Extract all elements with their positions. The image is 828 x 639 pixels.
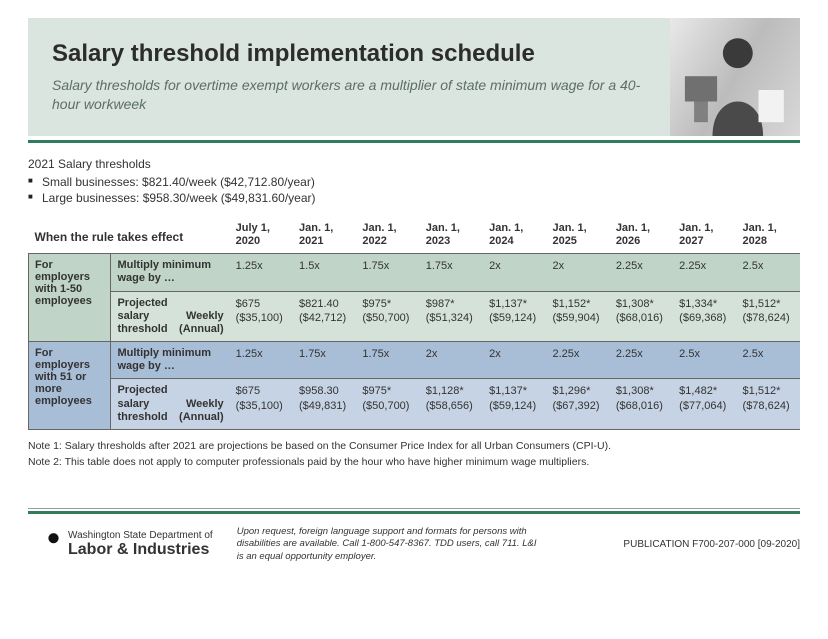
agency-dept: Washington State Department of	[68, 530, 213, 541]
data-cell: 2.25x	[673, 254, 736, 291]
schedule-table: When the rule takes effect July 1, 2020 …	[28, 217, 800, 430]
data-cell: $975*($50,700)	[356, 379, 419, 430]
col-year: Jan. 1, 2025	[546, 217, 609, 254]
table-row: Projected salary thresholdWeekly(Annual)…	[29, 291, 801, 342]
data-cell: 2.5x	[737, 342, 800, 379]
data-cell: $675($35,100)	[230, 291, 293, 342]
row-sublabel: Multiply minimum wage by …	[111, 254, 230, 291]
col-year: Jan. 1, 2024	[483, 217, 546, 254]
logo-icon	[28, 528, 62, 562]
data-cell: $975*($50,700)	[356, 291, 419, 342]
data-cell: $1,512*($78,624)	[737, 379, 800, 430]
divider-green	[28, 140, 800, 143]
threshold-item-large: Large businesses: $958.30/week ($49,831.…	[42, 191, 800, 205]
data-cell: 1.75x	[420, 254, 483, 291]
data-cell: $1,137*($59,124)	[483, 291, 546, 342]
col-year: Jan. 1, 2022	[356, 217, 419, 254]
page-title: Salary threshold implementation schedule	[52, 40, 660, 68]
data-cell: 2.5x	[673, 342, 736, 379]
table-row: For employers with 1-50 employeesMultipl…	[29, 254, 801, 291]
agency-name: Labor & Industries	[68, 541, 213, 559]
data-cell: $1,482*($77,064)	[673, 379, 736, 430]
row-sublabel: Multiply minimum wage by …	[111, 342, 230, 379]
col-year: Jan. 1, 2027	[673, 217, 736, 254]
col-year: Jan. 1, 2028	[737, 217, 800, 254]
notes: Note 1: Salary thresholds after 2021 are…	[28, 440, 800, 468]
data-cell: $1,512*($78,624)	[737, 291, 800, 342]
data-cell: $675($35,100)	[230, 379, 293, 430]
data-cell: 1.75x	[356, 342, 419, 379]
col-year: July 1, 2020	[230, 217, 293, 254]
data-cell: $821.40($42,712)	[293, 291, 356, 342]
col-year: Jan. 1, 2021	[293, 217, 356, 254]
data-cell: $1,334*($69,368)	[673, 291, 736, 342]
header-photo	[670, 18, 800, 136]
data-cell: 2x	[546, 254, 609, 291]
thresholds-year-label: 2021 Salary thresholds	[28, 157, 800, 171]
row-sublabel: Projected salary thresholdWeekly(Annual)	[111, 379, 230, 430]
group-label: For employers with 51 or more employees	[29, 342, 111, 430]
threshold-item-small: Small businesses: $821.40/week ($42,712.…	[42, 175, 800, 189]
row-sublabel: Projected salary thresholdWeekly(Annual)	[111, 291, 230, 342]
data-cell: $1,152*($59,904)	[546, 291, 609, 342]
thresholds-list: Small businesses: $821.40/week ($42,712.…	[28, 175, 800, 205]
data-cell: $1,128*($58,656)	[420, 379, 483, 430]
table-header-row: When the rule takes effect July 1, 2020 …	[29, 217, 801, 254]
footer-separator	[28, 508, 800, 509]
col-year: Jan. 1, 2023	[420, 217, 483, 254]
data-cell: $958.30($49,831)	[293, 379, 356, 430]
data-cell: $987*($51,324)	[420, 291, 483, 342]
data-cell: 1.75x	[293, 342, 356, 379]
data-cell: $1,296*($67,392)	[546, 379, 609, 430]
table-row: Projected salary thresholdWeekly(Annual)…	[29, 379, 801, 430]
data-cell: $1,137*($59,124)	[483, 379, 546, 430]
publication-id: PUBLICATION F700-207-000 [09-2020]	[623, 539, 800, 550]
data-cell: 2.25x	[610, 342, 673, 379]
data-cell: 1.75x	[356, 254, 419, 291]
page-subtitle: Salary thresholds for overtime exempt wo…	[52, 76, 660, 114]
data-cell: $1,308*($68,016)	[610, 379, 673, 430]
data-cell: 1.25x	[230, 254, 293, 291]
effect-label: When the rule takes effect	[35, 230, 184, 244]
col-year: Jan. 1, 2026	[610, 217, 673, 254]
table-row: For employers with 51 or more employeesM…	[29, 342, 801, 379]
data-cell: 2x	[483, 254, 546, 291]
data-cell: 1.25x	[230, 342, 293, 379]
footer-disclaimer: Upon request, foreign language support a…	[237, 526, 537, 563]
agency-logo: Washington State Department of Labor & I…	[28, 528, 213, 562]
note-2: Note 2: This table does not apply to com…	[28, 456, 800, 468]
data-cell: 2x	[420, 342, 483, 379]
note-1: Note 1: Salary thresholds after 2021 are…	[28, 440, 800, 452]
data-cell: 1.5x	[293, 254, 356, 291]
data-cell: 2x	[483, 342, 546, 379]
data-cell: 2.25x	[546, 342, 609, 379]
data-cell: 2.25x	[610, 254, 673, 291]
header-block: Salary threshold implementation schedule…	[28, 18, 800, 136]
group-label: For employers with 1-50 employees	[29, 254, 111, 342]
footer: Washington State Department of Labor & I…	[28, 514, 800, 563]
data-cell: 2.5x	[737, 254, 800, 291]
data-cell: $1,308*($68,016)	[610, 291, 673, 342]
